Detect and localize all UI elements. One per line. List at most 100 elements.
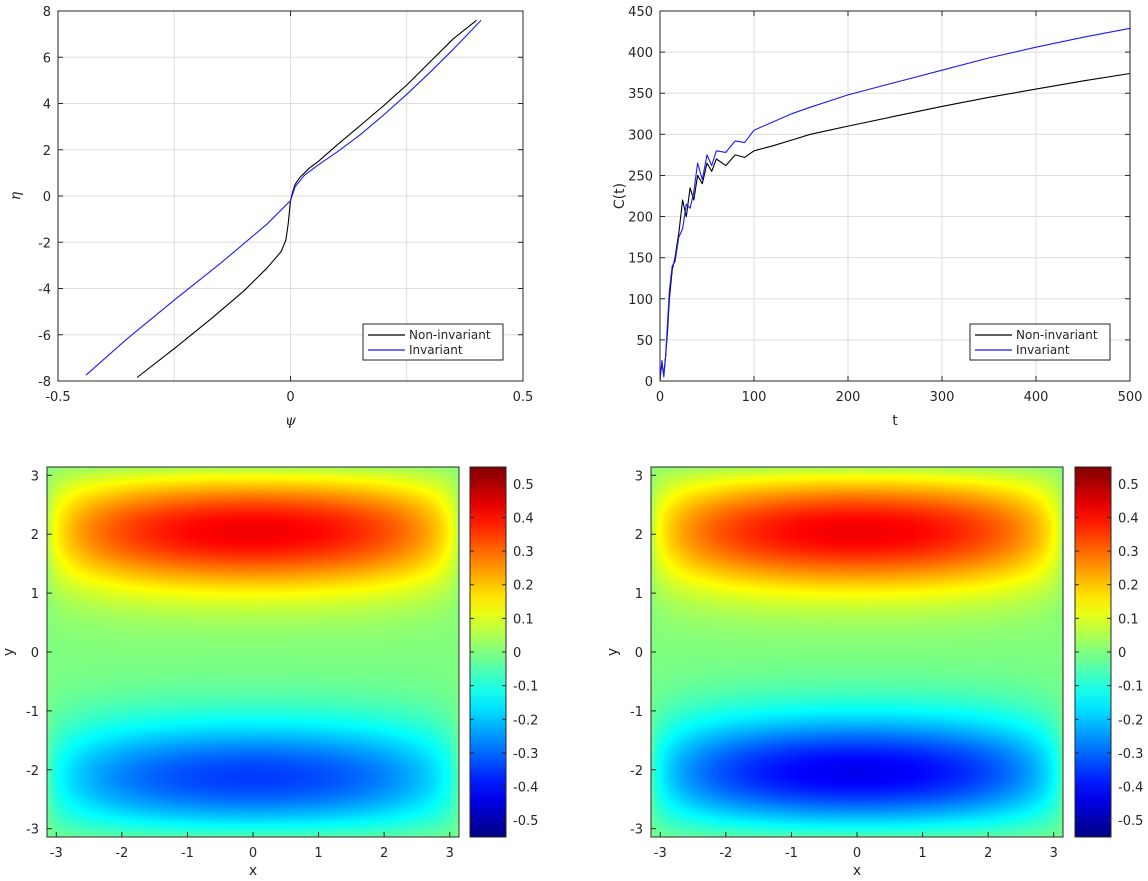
x-tick-label: 0: [853, 846, 861, 861]
x-axis-label: x: [853, 863, 861, 879]
x-tick-label: 200: [836, 390, 861, 405]
y-tick-label: 200: [628, 211, 653, 226]
y-axis-label: C(t): [612, 183, 628, 209]
x-tick-label: -1: [181, 846, 194, 861]
x-axis-label: ψ: [285, 413, 297, 429]
plot-tr: 0 100 200 300 400 500 0 50 100 150 200 250 300 350 400…: [612, 5, 1142, 429]
colorbar-tick-label: 0.3: [513, 545, 534, 560]
plot-bl: -3 -2 -1 0 1 2 3 -3 -2 -1 0 1 2 3 x y 0.5 0.4 0.3 0.2 0.1 0 -0…: [1, 466, 538, 879]
x-tick-label: 0.5: [513, 390, 534, 405]
colorbar-tick-label: 0.5: [1118, 478, 1139, 493]
colorbar-tick-label: 0.2: [513, 579, 534, 594]
colorbar-tick-label: 0.1: [513, 612, 534, 627]
y-tick-label: 0: [635, 646, 643, 661]
y-tick-label: 400: [628, 46, 653, 61]
y-tick-label: 250: [628, 169, 653, 184]
y-tick-label: -1: [630, 705, 643, 720]
y-tick-label: 0: [645, 375, 653, 390]
y-tick-label: 450: [628, 5, 653, 20]
y-tick-label: 8: [43, 5, 51, 20]
y-tick-label: -2: [26, 764, 39, 779]
x-tick-label: 1: [314, 846, 322, 861]
y-tick-label: -1: [26, 705, 39, 720]
colorbar-bar: [1074, 466, 1112, 838]
y-tick-label: 2: [31, 528, 39, 543]
colorbar-tick-label: -0.3: [1118, 747, 1143, 762]
x-tick-label: -1: [785, 846, 798, 861]
colorbar: 0.5 0.4 0.3 0.2 0.1 0 -0.1 -0.2 -0.3 -0.4 -0.5: [1074, 466, 1143, 838]
y-axis-label: η: [8, 191, 24, 200]
y-tick-label: 2: [43, 144, 51, 159]
x-tick-label: 300: [930, 390, 955, 405]
y-tick-label: -2: [38, 236, 51, 251]
plot-br: -3 -2 -1 0 1 2 3 -3 -2 -1 0 1 2 3 x y 0.5 0.4 0.3 0.2 0.1 0 -0…: [605, 466, 1143, 879]
x-tick-label: 400: [1024, 390, 1049, 405]
x-tick-label: 0: [249, 846, 257, 861]
x-tick-label: 3: [446, 846, 454, 861]
legend-entry-label: Invariant: [409, 343, 463, 357]
colorbar-tick-label: -0.5: [1118, 814, 1143, 829]
y-tick-label: 150: [628, 252, 653, 267]
y-tick-label: -8: [38, 375, 51, 390]
colorbar-tick-label: 0.4: [1118, 511, 1139, 526]
y-tick-label: 6: [43, 51, 51, 66]
heatmap-image: [651, 467, 1063, 837]
y-tick-label: -6: [38, 329, 51, 344]
x-tick-label: 2: [984, 846, 992, 861]
heatmap-image: [47, 467, 459, 837]
y-tick-label: 350: [628, 87, 653, 102]
colorbar-tick-label: -0.1: [513, 680, 538, 695]
colorbar-tick-label: 0.1: [1118, 612, 1139, 627]
plot-area: [660, 11, 1130, 381]
colorbar-tick-label: -0.2: [1118, 713, 1143, 728]
x-tick-label: 500: [1118, 390, 1143, 405]
y-tick-label: 100: [628, 293, 653, 308]
y-tick-label: -3: [630, 823, 643, 838]
y-axis-label: y: [605, 648, 621, 656]
series-line-2: [659, 27, 1131, 382]
x-tick-label: 1: [918, 846, 926, 861]
x-tick-label: 2: [380, 846, 388, 861]
legend-entry-label: Invariant: [1016, 343, 1070, 357]
x-tick-label: -2: [115, 846, 128, 861]
x-tick-label: -0.5: [45, 390, 70, 405]
plot-tl: -0.5 0 0.5 -8 -6 -4 -2 0 2 4 6 8 ψ η Non-invariantInva…: [8, 5, 533, 429]
colorbar-tick-label: -0.2: [513, 713, 538, 728]
series-line-2: [85, 19, 482, 376]
colorbar-tick-label: -0.5: [513, 814, 538, 829]
legend-box: [362, 323, 504, 361]
y-tick-label: -3: [26, 823, 39, 838]
colorbar-tick-label: 0.5: [513, 478, 534, 493]
legend-box: [969, 323, 1111, 361]
y-tick-label: 4: [43, 98, 51, 113]
y-tick-label: 3: [635, 469, 643, 484]
x-axis-label: t: [892, 413, 898, 429]
colorbar-tick-label: -0.4: [1118, 781, 1143, 796]
x-tick-label: 0: [286, 390, 294, 405]
y-tick-label: 50: [636, 334, 653, 349]
y-tick-label: -4: [38, 283, 51, 298]
y-tick-label: 3: [31, 469, 39, 484]
colorbar-tick-label: 0: [1118, 646, 1126, 661]
colorbar-tick-label: -0.4: [513, 781, 538, 796]
y-tick-label: 0: [43, 190, 51, 205]
colorbar-bar: [469, 466, 507, 838]
colorbar-tick-label: -0.3: [513, 747, 538, 762]
x-tick-label: 3: [1050, 846, 1058, 861]
colorbar-tick-label: 0.2: [1118, 579, 1139, 594]
y-tick-label: 300: [628, 128, 653, 143]
legend-entry-label: Non-invariant: [1016, 328, 1098, 342]
series-line-1: [136, 19, 477, 378]
colorbar: 0.5 0.4 0.3 0.2 0.1 0 -0.1 -0.2 -0.3 -0.4 -0.5: [469, 466, 538, 838]
colorbar-tick-label: 0: [513, 646, 521, 661]
y-tick-label: 2: [635, 528, 643, 543]
colorbar-tick-label: 0.3: [1118, 545, 1139, 560]
legend-entry-label: Non-invariant: [409, 328, 491, 342]
axes-frame: [659, 10, 1131, 382]
x-axis-label: x: [249, 863, 257, 879]
y-axis-label: y: [1, 648, 17, 656]
series-line-1: [659, 72, 1131, 377]
y-tick-label: 0: [31, 646, 39, 661]
